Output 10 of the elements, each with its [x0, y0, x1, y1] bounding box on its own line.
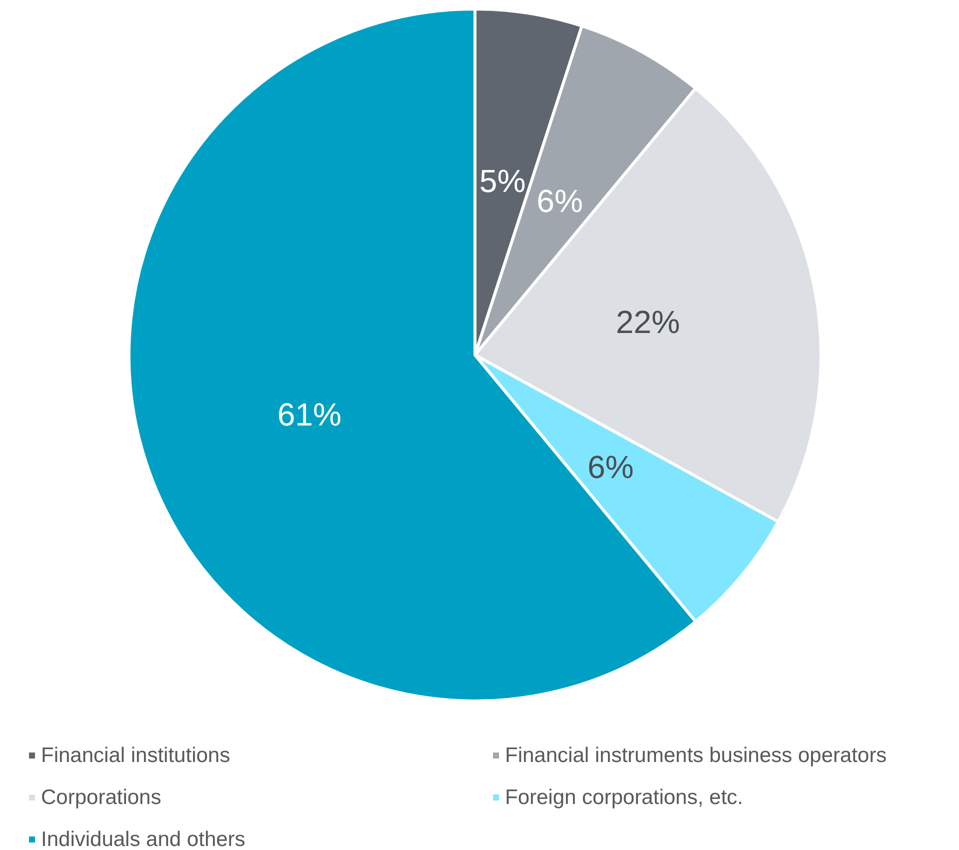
legend-label: Individuals and others	[41, 828, 246, 850]
data-label: 5%	[479, 163, 526, 200]
data-label: 6%	[536, 182, 583, 219]
data-label: 61%	[277, 396, 342, 433]
legend-label: Financial institutions	[41, 744, 230, 767]
legend-label: Foreign corporations, etc.	[505, 786, 744, 809]
data-label: 6%	[587, 449, 634, 486]
legend-label: Financial instruments business operators	[505, 744, 887, 767]
legend-label: Corporations	[41, 786, 162, 809]
data-label: 22%	[616, 304, 680, 340]
